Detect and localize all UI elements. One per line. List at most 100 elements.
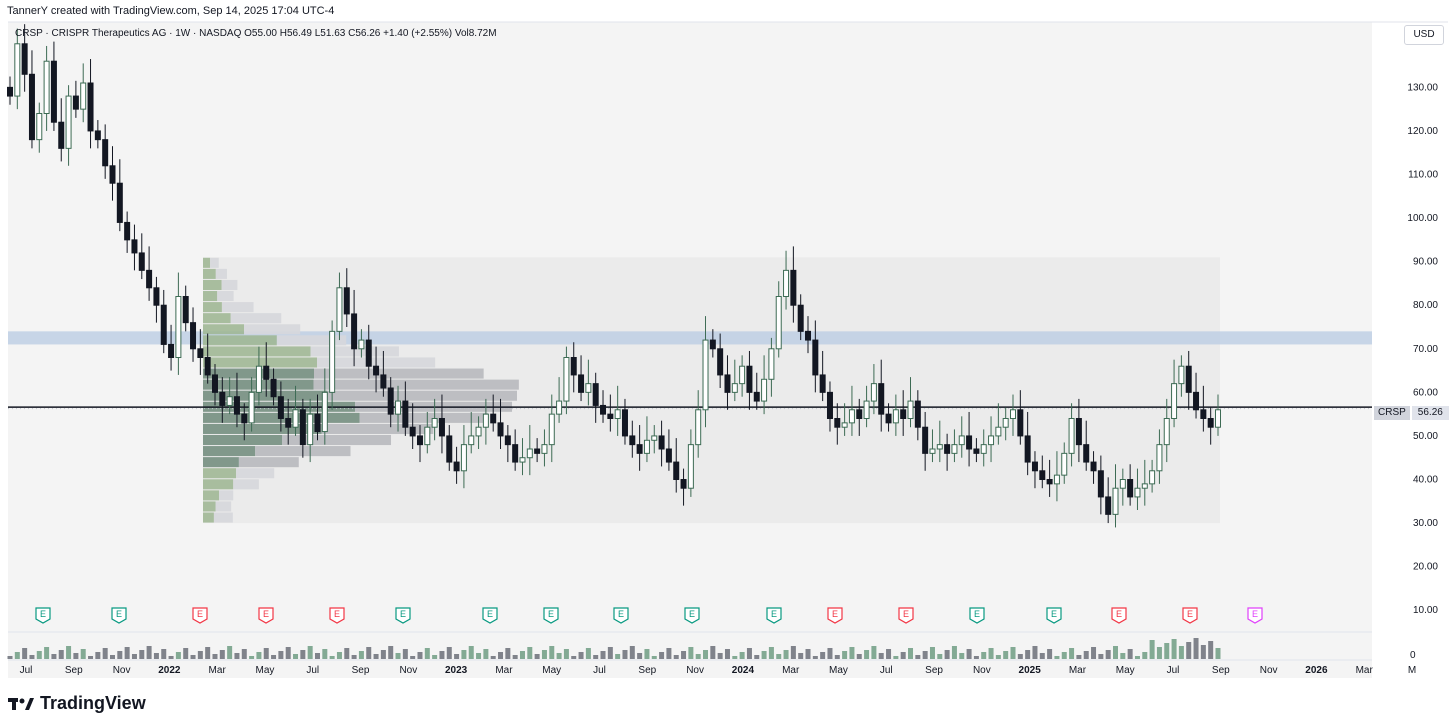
volume-bar: [197, 651, 203, 659]
volume-bar: [915, 655, 921, 659]
volume-bar: [1083, 651, 1089, 659]
volume-bar: [183, 648, 189, 659]
volume-bar: [205, 647, 211, 659]
volume-bar: [1149, 640, 1155, 659]
earnings-marker-icon: [766, 607, 782, 624]
candle-body: [233, 396, 240, 415]
time-axis-tick-label: M: [1408, 665, 1416, 676]
price-axis-tick-label: 110.00: [1408, 170, 1438, 181]
candle-body: [365, 339, 372, 367]
candle-body: [1149, 470, 1156, 485]
candle-body: [958, 435, 965, 446]
candle-body: [1090, 461, 1097, 472]
candle-body: [761, 378, 768, 402]
volume-bar: [1105, 650, 1111, 659]
candle-body: [1207, 418, 1214, 428]
volume-bar: [1171, 639, 1177, 659]
earnings-marker-label: E: [263, 609, 269, 619]
volume-bar: [783, 650, 789, 659]
volume-bar: [578, 652, 584, 659]
candle-body: [197, 348, 204, 358]
candle-body: [1097, 470, 1104, 498]
volume-bar: [1069, 648, 1075, 659]
candle-body: [687, 444, 694, 489]
candle-body: [190, 322, 197, 350]
volume-bar: [571, 656, 577, 659]
volume-bar: [380, 650, 386, 659]
candle-body: [790, 269, 797, 306]
candle-body: [131, 239, 138, 254]
volume-bar: [585, 648, 591, 659]
earnings-marker-label: E: [1187, 609, 1193, 619]
price-axis-tick-label: 60.00: [1413, 387, 1438, 398]
candle-body: [1083, 444, 1090, 463]
volume-bar: [739, 652, 745, 659]
candle-body: [468, 435, 475, 446]
currency-button[interactable]: USD: [1404, 25, 1444, 45]
volume-bar: [900, 652, 906, 659]
volume-profile-down-bar: [310, 346, 399, 357]
candle-body: [885, 413, 892, 424]
time-axis-tick-label: 2022: [158, 665, 181, 676]
earnings-marker-icon: [1182, 607, 1198, 624]
earnings-marker-label: E: [974, 609, 980, 619]
volume-profile-down-bar: [238, 457, 299, 468]
earnings-marker-label: E: [116, 609, 122, 619]
price-axis-tick-label: 100.00: [1407, 213, 1438, 224]
candle-body: [1061, 452, 1068, 476]
candle-body: [1200, 409, 1207, 419]
price-axis: 130.00 120.00 110.00 100.00 90.00 80.00 70.00 6…: [1407, 82, 1438, 661]
candle-body: [614, 409, 621, 419]
candle-body: [168, 343, 175, 358]
candle-body: [848, 409, 855, 424]
candle-body: [1039, 470, 1046, 480]
volume-profile-down-bar: [213, 512, 233, 523]
time-axis-tick-label: Jul: [880, 665, 893, 676]
candle-body: [1024, 435, 1031, 463]
volume-bar: [102, 648, 108, 659]
candle-body: [746, 365, 753, 393]
candle-body: [834, 418, 841, 428]
time-axis-tick-label: May: [256, 665, 275, 676]
volume-bar: [7, 656, 13, 659]
time-axis-tick-label: Jul: [593, 665, 606, 676]
brand-logo[interactable]: TradingView: [8, 693, 146, 714]
volume-profile-down-bar: [314, 368, 484, 379]
volume-profile-up-bar: [203, 291, 218, 302]
volume-bar: [66, 646, 72, 659]
volume-bar: [1178, 646, 1184, 659]
volume-bar: [168, 656, 174, 659]
candle-body: [314, 413, 321, 433]
symbol-legend: CRSP · CRISPR Therapeutics AG · 1W · NAS…: [15, 28, 497, 39]
volume-bars: [7, 638, 1221, 659]
volume-profile-up-bar: [203, 257, 211, 268]
price-axis-background: [1372, 22, 1448, 678]
earnings-marker-icon: [1247, 607, 1263, 624]
candle-body: [643, 439, 650, 454]
volume-bar: [117, 651, 123, 659]
volume-bar: [1054, 656, 1060, 659]
earnings-marker-icon: [482, 607, 498, 624]
volume-bar: [527, 647, 533, 659]
earnings-marker-icon: [329, 607, 345, 624]
candle-body: [731, 383, 738, 393]
candle-body: [519, 457, 526, 463]
volume-bar: [937, 654, 943, 659]
candle-body: [1119, 479, 1126, 489]
volume-bar: [1156, 647, 1162, 659]
time-axis-tick-label: Sep: [65, 665, 83, 676]
volume-bar: [454, 654, 460, 659]
candle-body: [497, 422, 504, 437]
candle-body: [607, 413, 614, 419]
candle-body: [226, 396, 233, 406]
volume-bar: [395, 653, 401, 659]
candle-body: [475, 426, 482, 437]
volume-profile-down-bar: [221, 302, 254, 313]
candle-body: [409, 426, 416, 437]
volume-profile-up-bar: [203, 390, 328, 401]
volume-profile-up-bar: [203, 501, 216, 512]
volume-bar: [124, 647, 130, 659]
volume-bar: [981, 652, 987, 659]
volume-bar: [659, 652, 665, 659]
